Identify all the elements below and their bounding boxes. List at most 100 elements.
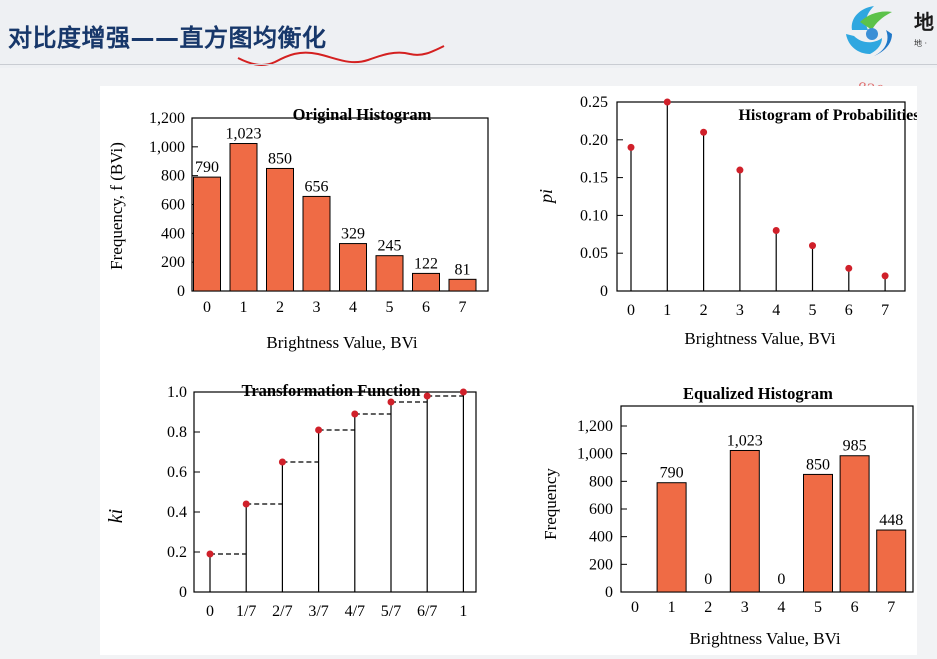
x-axis-label: Brightness Value, BVi [689, 629, 840, 648]
chart-title: Original Histogram [293, 105, 432, 124]
data-label: 790 [195, 159, 219, 176]
x-tick-label: 6 [845, 302, 853, 319]
y-tick-label: 400 [589, 529, 613, 546]
y-tick-label: 1,000 [149, 139, 185, 156]
y-tick-label: 1,000 [577, 446, 613, 463]
x-tick-label: 2/7 [272, 603, 292, 620]
cumulative-point [423, 392, 431, 400]
y-tick-label: 600 [161, 197, 185, 214]
bar [803, 473, 833, 593]
x-tick-label: 5 [809, 302, 817, 319]
logo-icon [846, 6, 892, 56]
data-label: 448 [879, 512, 903, 529]
x-tick-label: 5 [386, 299, 394, 316]
x-tick-label: 2 [704, 599, 712, 616]
y-tick-label: 1,200 [577, 418, 613, 435]
bar [729, 449, 760, 593]
y-axis-label: ki [105, 509, 127, 523]
x-tick-label: 7 [881, 302, 889, 319]
cumulative-point [459, 388, 467, 396]
x-tick-label: 1 [459, 603, 467, 620]
data-label: 790 [660, 465, 684, 482]
probability-point [809, 242, 816, 250]
y-axis-label: Frequency [541, 468, 560, 540]
bar [193, 176, 221, 292]
x-tick-label: 1 [668, 599, 676, 616]
bar [448, 278, 477, 292]
chart-transformation-function: Transformation Function ki 0 0.2 0.4 0.6 0.8… [105, 381, 477, 620]
data-label: 329 [341, 226, 365, 243]
chart-equalized-histogram: Equalized Histogram Frequency Brightness… [541, 384, 914, 648]
x-axis-label: Brightness Value, BVi [266, 333, 417, 352]
x-tick-label: 4 [772, 302, 780, 319]
bar [229, 143, 258, 292]
bar [339, 243, 367, 292]
x-tick-label: 4 [349, 299, 357, 316]
y-tick-label: 0.4 [167, 504, 187, 521]
y-axis-label: Frequency, f (BVi) [107, 142, 126, 270]
chart-title: Equalized Histogram [683, 384, 833, 403]
data-label: 1,023 [226, 126, 262, 143]
chart-probabilities: Histogram of Probabilities pi Brightness… [536, 94, 920, 348]
x-tick-label: 1 [240, 299, 248, 316]
header-bar [0, 0, 937, 68]
bar [375, 255, 404, 292]
x-tick-label: 5 [814, 599, 822, 616]
probability-point [700, 128, 708, 136]
y-tick-label: 0 [600, 283, 608, 300]
x-tick-label: 0 [206, 603, 214, 620]
x-tick-label: 6/7 [417, 603, 437, 620]
x-tick-label: 3 [741, 599, 749, 616]
x-tick-label: 3 [736, 302, 744, 319]
y-tick-label: 0.25 [580, 94, 608, 111]
data-label: 0 [704, 571, 712, 588]
x-tick-label: 1/7 [236, 603, 256, 620]
x-axis-label: Brightness Value, BVi [684, 329, 835, 348]
cumulative-point [315, 426, 323, 434]
plot-frame [616, 101, 906, 292]
x-tick-label: 3/7 [308, 603, 328, 620]
chart-original-histogram: Original Histogram Frequency, f (BVi) Br… [107, 105, 489, 352]
y-tick-label: 0.20 [580, 132, 608, 149]
cumulative-point [278, 458, 286, 466]
bar [656, 482, 687, 593]
probability-point [627, 143, 635, 151]
logo-text: 地 [914, 10, 934, 34]
x-tick-label: 3 [313, 299, 321, 316]
bar [839, 455, 870, 593]
data-label: 0 [777, 571, 785, 588]
x-tick-label: 4 [777, 599, 785, 616]
y-tick-label: 0 [177, 283, 185, 300]
data-label: 81 [455, 261, 471, 278]
cumulative-point [351, 410, 359, 418]
logo-subtext: 地 · [914, 39, 928, 48]
x-tick-label: 6 [851, 599, 859, 616]
y-tick-label: 0 [605, 584, 613, 601]
plot-frame [620, 405, 914, 593]
x-tick-label: 7 [887, 599, 895, 616]
y-axis-label: pi [536, 189, 556, 205]
y-tick-label: 800 [589, 473, 613, 490]
y-tick-label: 1.0 [167, 384, 187, 401]
bar [302, 195, 331, 292]
y-tick-label: 1,200 [149, 110, 185, 127]
header-divider [0, 64, 937, 65]
data-label: 850 [806, 456, 830, 473]
x-tick-label: 2 [700, 302, 708, 319]
x-tick-label: 0 [203, 299, 211, 316]
probability-point [663, 98, 671, 106]
data-label: 122 [414, 255, 438, 272]
y-tick-label: 200 [161, 254, 185, 271]
y-tick-label: 0.2 [167, 544, 187, 561]
probability-point [845, 264, 853, 272]
bar [266, 167, 294, 292]
chart-title: Histogram of Probabilities [738, 107, 917, 124]
data-label: 245 [378, 238, 402, 255]
data-label: 1,023 [727, 432, 763, 449]
y-tick-label: 0.6 [167, 464, 187, 481]
data-label: 656 [305, 178, 329, 195]
y-tick-label: 0.05 [580, 245, 608, 262]
y-tick-label: 0.8 [167, 424, 187, 441]
probability-point [736, 166, 744, 174]
y-tick-label: 0.15 [580, 170, 608, 187]
